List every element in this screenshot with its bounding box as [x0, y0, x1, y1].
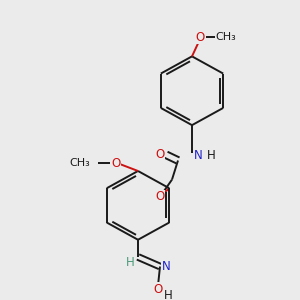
Text: H: H: [207, 149, 215, 162]
Text: CH₃: CH₃: [216, 32, 236, 42]
Text: O: O: [155, 148, 165, 161]
Text: O: O: [155, 190, 165, 203]
Text: N: N: [162, 260, 170, 273]
Text: O: O: [195, 31, 205, 44]
Text: H: H: [126, 256, 134, 269]
Text: N: N: [194, 149, 202, 162]
Text: O: O: [153, 283, 163, 296]
Text: O: O: [111, 157, 121, 170]
Text: CH₃: CH₃: [69, 158, 90, 168]
Text: H: H: [164, 289, 172, 300]
